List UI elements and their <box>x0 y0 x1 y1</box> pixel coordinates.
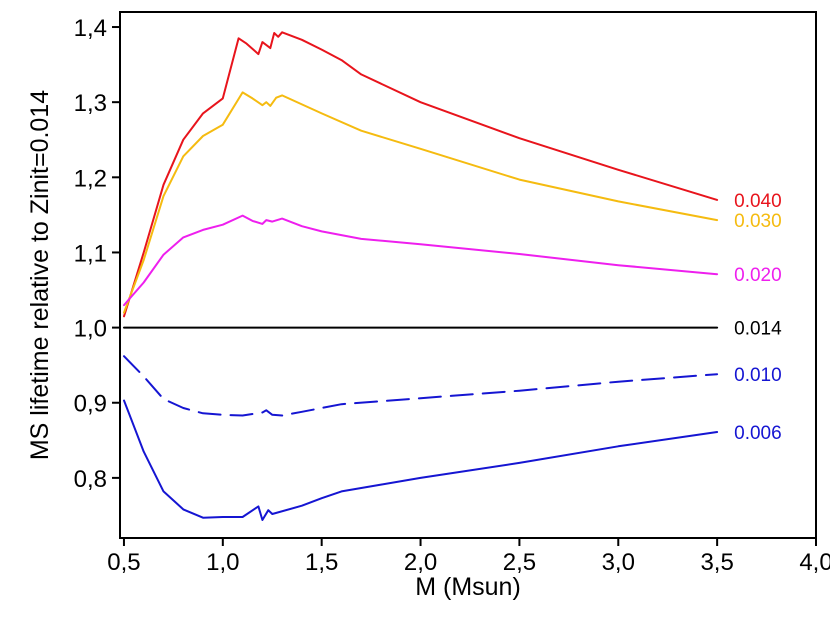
series-line-0-040 <box>123 31 719 318</box>
x-axis-ticks: 0,5 1,0 1,5 2,0 2,5 3,0 3,5 4,0 <box>107 538 830 576</box>
y-tick-label: 0,8 <box>74 466 107 493</box>
x-tick-label: 0,5 <box>107 549 140 576</box>
x-tick-label: 1,0 <box>206 549 239 576</box>
y-tick-label: 0,9 <box>74 391 107 418</box>
y-axis-label: MS lifetime relative to Zinit=0.014 <box>26 90 54 460</box>
series-line-0-030 <box>123 91 719 314</box>
series-label-0-040: 0.040 <box>734 191 782 212</box>
series-label-0-010: 0.010 <box>734 365 782 386</box>
y-tick-label: 1,3 <box>74 90 107 117</box>
y-tick-label: 1,1 <box>74 240 107 267</box>
x-tick-label: 3,0 <box>602 549 635 576</box>
x-axis-label: M (Msun) <box>415 573 521 601</box>
y-axis-ticks: 0,8 0,9 1,0 1,1 1,2 1,3 1,4 <box>74 15 120 493</box>
y-tick-label: 1,0 <box>74 316 107 343</box>
x-tick-label: 2,0 <box>404 549 437 576</box>
plot-frame <box>119 11 817 539</box>
series-label-0-006: 0.006 <box>734 423 782 444</box>
series-line-0-020 <box>123 214 719 307</box>
x-tick-label: 4,0 <box>799 549 830 576</box>
x-tick-label: 2,5 <box>503 549 536 576</box>
series-label-0-014: 0.014 <box>734 319 782 340</box>
x-tick-label: 1,5 <box>305 549 338 576</box>
x-tick-label: 3,5 <box>700 549 733 576</box>
series-lines <box>123 31 719 521</box>
series-line-0-006 <box>123 399 719 521</box>
y-tick-label: 1,2 <box>74 165 107 192</box>
series-line-0-010 <box>123 355 719 417</box>
y-tick-label: 1,4 <box>74 15 107 42</box>
series-label-0-030: 0.030 <box>734 211 782 232</box>
series-label-0-020: 0.020 <box>734 265 782 286</box>
